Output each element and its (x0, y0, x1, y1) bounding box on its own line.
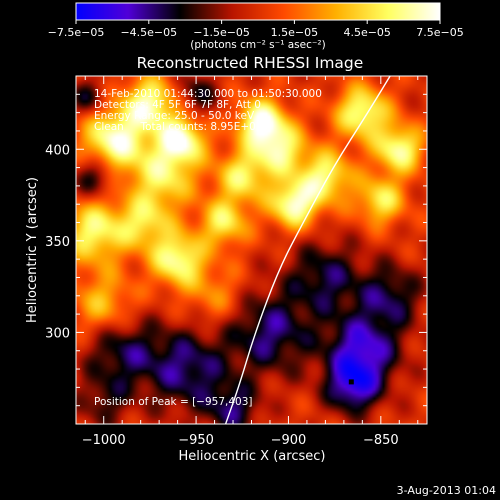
colorbar: −7.5e−05 −4.5e−05 −1.5e−05 1.5e−05 4.5e−05 7.… (48, 2, 464, 51)
x-tick-label: −1000 (82, 433, 126, 448)
colorbar-units-label: (photons cm⁻² s⁻¹ asec⁻²) (190, 39, 325, 51)
plot-title: Reconstructed RHESSI Image (137, 54, 364, 72)
y-axis-label: Heliocentric Y (arcsec) (25, 177, 40, 323)
peak-position-label: Position of Peak = [−957,403] (94, 396, 253, 408)
x-tick-labels: −1000 −950 −900 −850 (82, 433, 399, 448)
colorbar-tick-label: 4.5e−05 (343, 26, 390, 39)
y-tick-labels: 300 350 400 (45, 143, 70, 341)
solar-limb-curve (224, 76, 391, 424)
x-tick-label: −850 (363, 433, 399, 448)
info-line-time-range: 14-Feb-2010 01:44:30.000 to 01:50:30.000 (94, 88, 322, 100)
info-line-clean-counts: Clean Total counts: 8.95E+03 (94, 121, 263, 133)
x-tick-label: −900 (271, 433, 307, 448)
colorbar-tick-label: −7.5e−05 (48, 26, 105, 39)
info-line-detectors: Detectors: 4F 5F 6F 7F 8F, Att 0 (94, 99, 261, 111)
peak-marker (348, 379, 354, 385)
colorbar-tick-label: −1.5e−05 (193, 26, 250, 39)
axis-ticks (76, 75, 427, 424)
date-stamp: 3-Aug-2013 01:04 (397, 484, 496, 497)
y-tick-label: 300 (45, 326, 70, 341)
colorbar-tick-label: 1.5e−05 (271, 26, 318, 39)
heatmap-image (76, 76, 427, 424)
colorbar-gradient (75, 2, 441, 21)
observation-info: 14-Feb-2010 01:44:30.000 to 01:50:30.000… (94, 88, 322, 133)
colorbar-ticks (75, 20, 441, 24)
plot-area (75, 75, 428, 425)
info-line-energy-range: Energy Range: 25.0 - 50.0 keV (94, 110, 255, 122)
colorbar-tick-labels: −7.5e−05 −4.5e−05 −1.5e−05 1.5e−05 4.5e−05 7.… (48, 26, 464, 39)
colorbar-tick-label: −4.5e−05 (120, 26, 177, 39)
x-axis-label: Heliocentric X (arcsec) (179, 449, 326, 464)
colorbar-tick-label: 7.5e−05 (416, 26, 463, 39)
x-tick-label: −950 (178, 433, 214, 448)
y-tick-label: 350 (45, 235, 70, 250)
y-tick-label: 400 (45, 143, 70, 158)
